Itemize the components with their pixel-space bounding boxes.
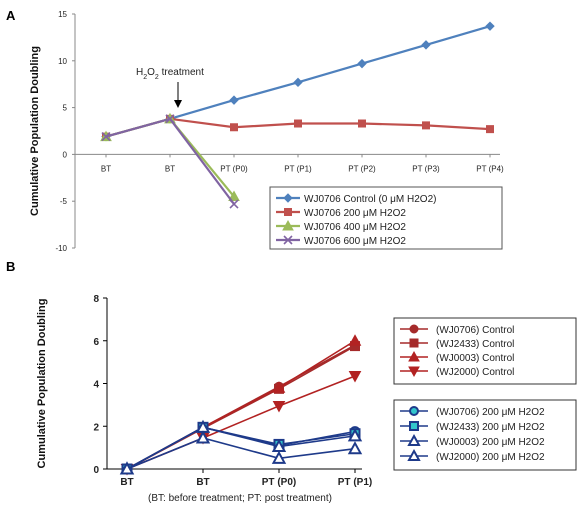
annotation-part: 2 (143, 74, 147, 81)
y-tick-label: 8 (93, 294, 99, 305)
data-point (272, 381, 286, 393)
data-point (486, 125, 494, 134)
legend-entry: (WJ2433) 200 μM H2O2 (436, 422, 545, 433)
panel-a-label: A (6, 8, 16, 23)
y-tick-label: 0 (63, 150, 68, 159)
annotation-part: O (147, 67, 155, 78)
x-marker-stroke (283, 235, 293, 245)
y-tick-label: 4 (93, 380, 99, 391)
legend-marker (407, 448, 421, 461)
legend-entry: (WJ0706) 200 μM H2O2 (436, 407, 545, 418)
y-tick-label: 5 (63, 104, 68, 113)
panel-b-label: B (6, 259, 15, 274)
panel-b-legend: (WJ0706) Control (WJ2433) Control (WJ0003)… (393, 317, 577, 471)
panel-b-plot (119, 334, 363, 476)
annotation-part: 2 (155, 74, 159, 81)
legend-entry: (WJ2000) Control (436, 367, 514, 378)
data-point (485, 21, 495, 31)
panel-a-y-axis-label: Cumulative Population Doubling (29, 46, 41, 216)
data-point (422, 121, 430, 130)
x-marker-stroke (165, 114, 175, 124)
y-tick-label: -10 (55, 244, 67, 253)
data-point (294, 119, 302, 128)
panel-b-x-axis-label: (BT: before treatment; PT: post treatmen… (148, 493, 332, 504)
legend-marker (408, 366, 420, 378)
y-tick-label: 10 (58, 57, 67, 66)
data-point (421, 40, 431, 50)
data-point (229, 199, 239, 209)
legend-marker (282, 219, 294, 231)
legend-entry: WJ0706 Control (0 μM H2O2) (304, 194, 436, 205)
data-point (358, 119, 366, 128)
x-tick-label: BT (120, 477, 133, 488)
legend-box (269, 186, 503, 250)
data-point (347, 428, 363, 442)
data-point (347, 441, 363, 455)
legend-marker (408, 350, 420, 362)
legend-marker (409, 324, 419, 334)
series-line-6 (126, 426, 356, 470)
data-point (101, 132, 111, 142)
legend-marker (409, 406, 419, 416)
data-point (228, 190, 240, 202)
x-tick-label: PT (P0) (220, 164, 248, 173)
x-tick-label: PT (P0) (262, 477, 296, 488)
data-point (195, 430, 211, 444)
legend-marker (283, 193, 293, 203)
panel-a-legend: WJ0706 Control (0 μM H2O2) WJ0706 200 μM … (269, 186, 503, 250)
x-tick-label: PT (P1) (284, 164, 312, 173)
x-tick-label: BT (196, 477, 209, 488)
legend-entry: WJ0706 600 μM H2O2 (304, 236, 406, 247)
x-tick-label: BT (101, 164, 111, 173)
legend-entry: WJ0706 200 μM H2O2 (304, 208, 406, 219)
data-point (357, 58, 367, 69)
panel-b-y-axis-label: Cumulative Population Doubling (36, 299, 48, 469)
data-point (348, 371, 362, 383)
series-line-3 (105, 117, 235, 205)
x-tick-label: PT (P1) (338, 477, 372, 488)
data-point (119, 461, 135, 475)
x-marker-stroke (101, 132, 111, 142)
data-point (293, 77, 303, 88)
legend-entry: (WJ2433) Control (436, 339, 514, 350)
x-tick-label: PT (P3) (412, 164, 440, 173)
y-tick-label: -5 (60, 197, 68, 206)
panel-a-plot (100, 21, 495, 209)
y-tick-label: 6 (93, 337, 99, 348)
data-point (230, 123, 238, 132)
y-tick-label: 0 (93, 465, 99, 476)
series-line-7 (126, 437, 356, 470)
data-point (165, 114, 175, 124)
legend-marker (283, 235, 293, 245)
treatment-annotation: H2O2 treatment (136, 67, 204, 81)
legend-entry: (WJ0003) Control (436, 353, 514, 364)
x-tick-label: PT (P2) (348, 164, 376, 173)
y-tick-label: 15 (58, 10, 67, 19)
panel-a-annotation: H2O2 treatment (136, 67, 204, 108)
panel-a-axes: -10 -5 0 5 10 15 BT BT PT (P0) PT (P1) PT (P2) PT (… (55, 10, 504, 253)
x-tick-label: BT (165, 164, 175, 173)
legend-marker (407, 433, 421, 446)
legend-entry: (WJ0003) 200 μM H2O2 (436, 437, 545, 448)
legend-entry: (WJ0706) Control (436, 325, 514, 336)
data-point (348, 334, 362, 346)
y-tick-label: 2 (93, 422, 99, 433)
data-point (271, 450, 287, 464)
data-point (229, 95, 239, 105)
annotation-part: treatment (159, 67, 204, 78)
legend-entry: (WJ2000) 200 μM H2O2 (436, 452, 545, 463)
legend-entry: WJ0706 400 μM H2O2 (304, 222, 406, 233)
legend-marker (409, 421, 419, 431)
legend-marker (284, 208, 292, 216)
panel-b-axes: 0 2 4 6 8 BT BT PT (P0) PT (P1) (93, 294, 372, 488)
data-point (272, 400, 286, 413)
legend-marker (409, 338, 419, 348)
annotation-arrowhead (174, 100, 182, 108)
x-marker-stroke (229, 199, 239, 209)
annotation-part: H (136, 67, 143, 78)
x-tick-label: PT (P4) (476, 164, 504, 173)
